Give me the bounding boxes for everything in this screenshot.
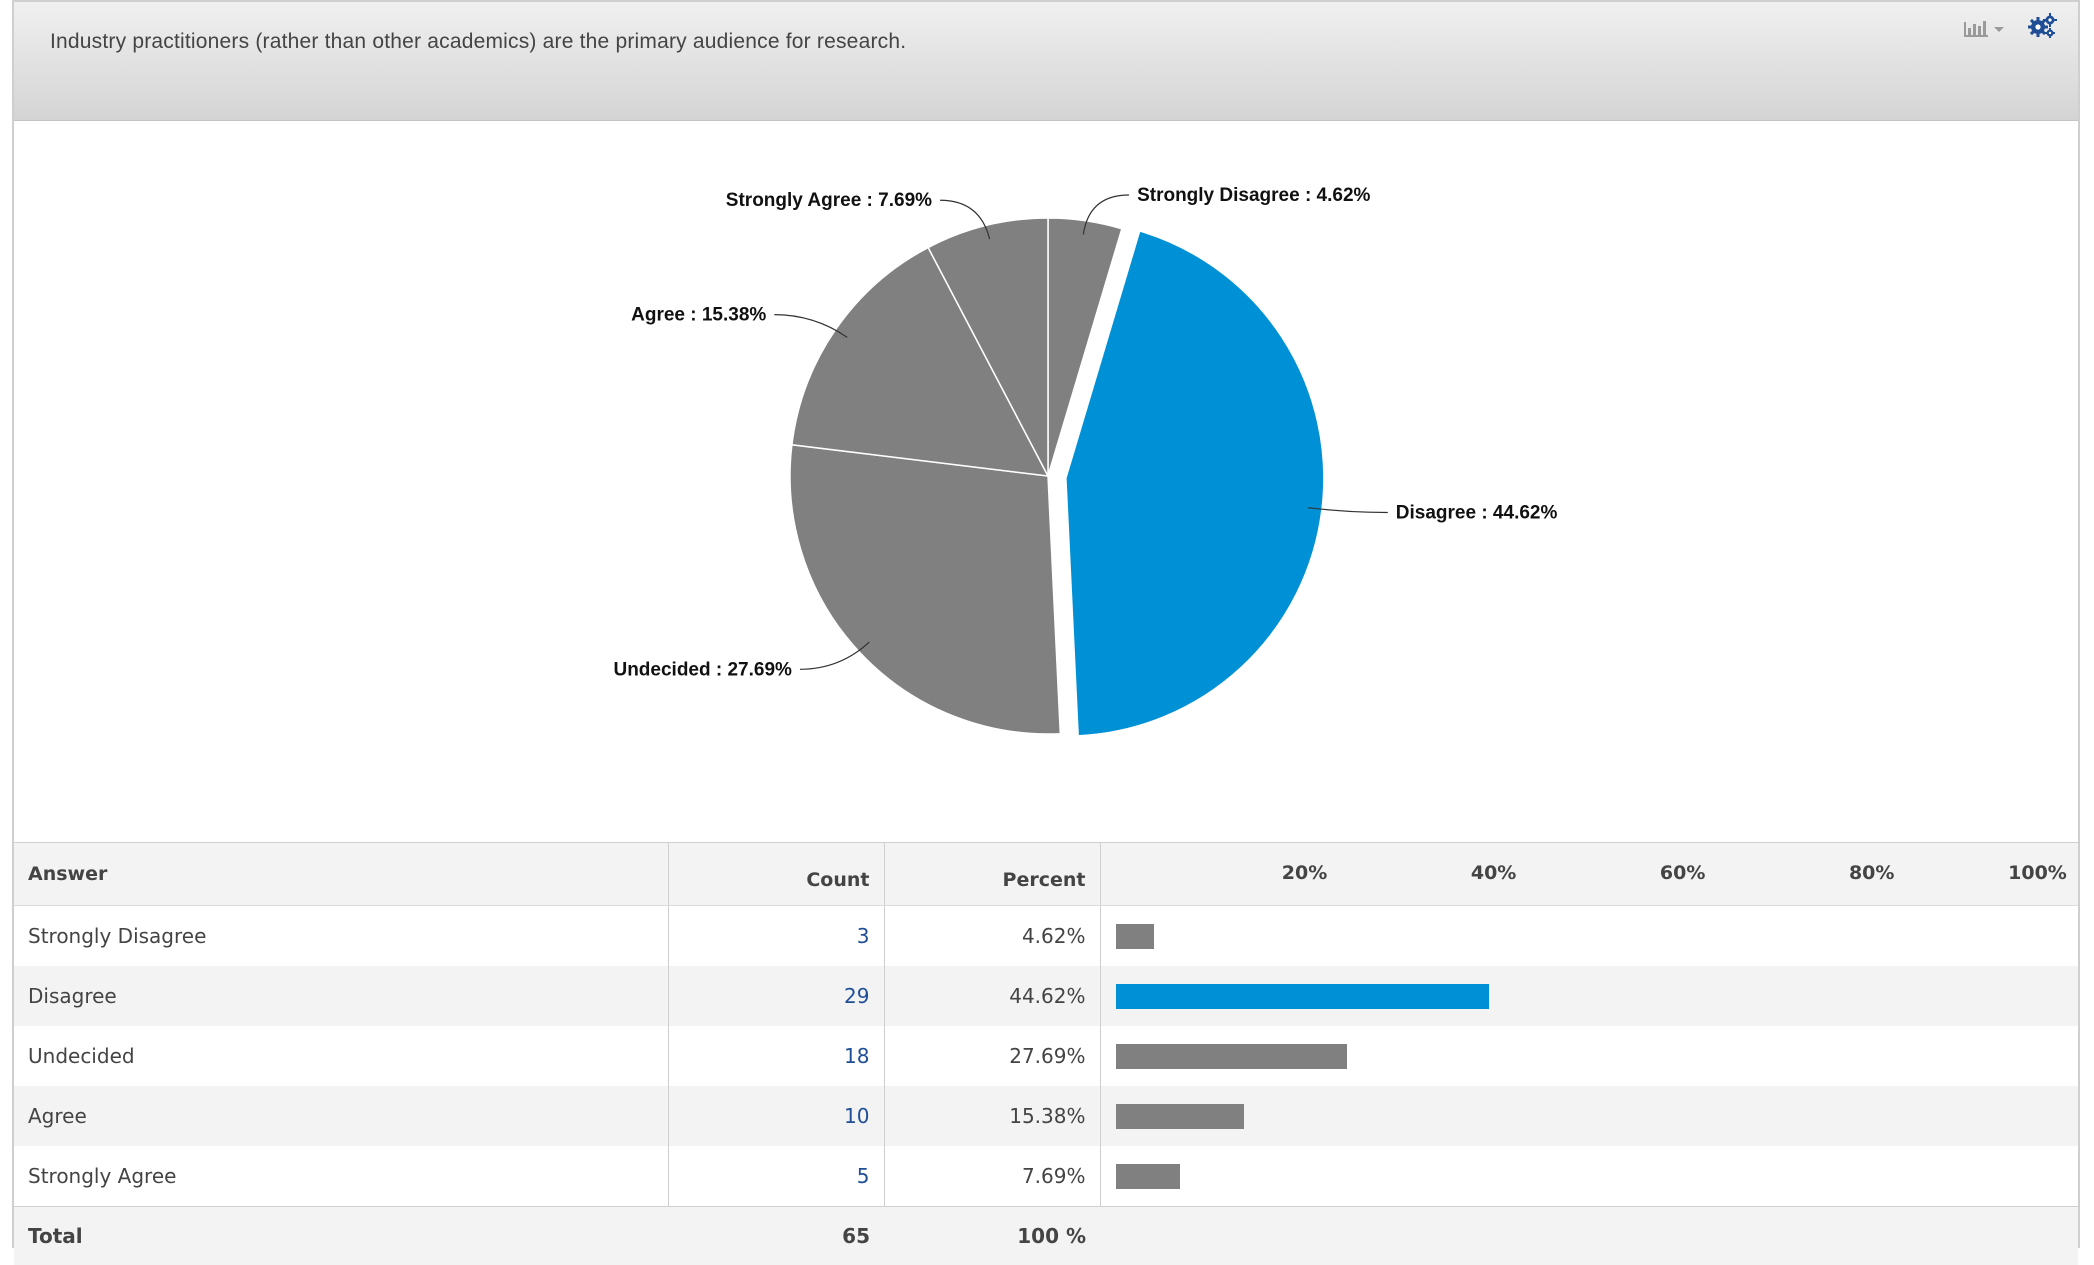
gears-icon — [2028, 13, 2057, 38]
scale-header: 20% 40% 60% 80% 100% — [1100, 842, 2078, 906]
count-link[interactable]: 3 — [668, 905, 885, 966]
percent-bar — [1115, 1044, 1347, 1069]
pie-label: Strongly Disagree : 4.62% — [1137, 185, 1370, 206]
settings-button[interactable] — [2028, 12, 2058, 40]
percent-cell: 7.69% — [884, 1146, 1101, 1207]
total-row: Total 65 100 % — [14, 1206, 2078, 1265]
table-row: Strongly Agree 5 7.69% — [14, 1146, 2078, 1207]
table-row: Disagree 29 44.62% — [14, 966, 2078, 1026]
percent-cell: 27.69% — [884, 1026, 1101, 1086]
scale-tick: 40% — [1470, 862, 1517, 884]
pie-label: Undecided : 27.69% — [613, 659, 792, 680]
pie-slice-agree[interactable] — [791, 246, 1050, 477]
scale-tick: 100% — [2008, 862, 2067, 884]
percent-bar — [1115, 1164, 1180, 1189]
total-label: Total — [14, 1206, 669, 1265]
percent-cell: 44.62% — [884, 966, 1101, 1026]
table-header-row: Answer Count Percent 20% 40% 60% 80% 100% — [14, 842, 2078, 906]
total-count: 65 — [668, 1206, 884, 1265]
count-header: Count — [668, 842, 885, 906]
total-percent: 100 % — [884, 1206, 1100, 1265]
results-table: Answer Count Percent 20% 40% 60% 80% 100% St… — [14, 842, 2078, 1265]
chevron-down-icon — [1994, 27, 2004, 32]
percent-bar — [1115, 924, 1155, 949]
answer-cell: Agree — [14, 1086, 669, 1146]
table-row: Strongly Disagree 3 4.62% — [14, 905, 2078, 966]
count-link[interactable]: 5 — [668, 1146, 885, 1207]
pie-slice-undecided[interactable] — [789, 443, 1062, 735]
total-bar-cell — [1100, 1206, 2078, 1265]
bar-cell — [1100, 966, 2078, 1026]
bar-chart-icon — [1964, 21, 2004, 37]
scale-tick: 60% — [1659, 862, 1706, 884]
table-row: Agree 10 15.38% — [14, 1086, 2078, 1146]
answer-header: Answer — [14, 842, 669, 906]
bar-cell — [1100, 1146, 2078, 1207]
pie-connector — [1308, 507, 1388, 514]
bar-cell — [1100, 1026, 2078, 1086]
pie-connector — [774, 314, 848, 338]
question-header: Industry practitioners (rather than othe… — [14, 2, 2078, 121]
question-panel: Industry practitioners (rather than othe… — [12, 0, 2080, 1265]
bar-cell — [1100, 1086, 2078, 1146]
pie-label: Disagree : 44.62% — [1396, 503, 1558, 524]
percent-header: Percent — [884, 842, 1101, 906]
percent-bar — [1115, 984, 1489, 1009]
scale-tick: 80% — [1848, 862, 1895, 884]
pie-slice-disagree[interactable] — [1065, 230, 1325, 737]
pie-slice-strongly-agree[interactable] — [927, 217, 1049, 477]
answer-cell: Disagree — [14, 966, 669, 1026]
chart-type-dropdown[interactable] — [1962, 16, 2010, 40]
answer-cell: Strongly Disagree — [14, 905, 669, 966]
pie-connector — [799, 641, 870, 670]
count-link[interactable]: 29 — [668, 966, 885, 1026]
pie-connector — [1082, 194, 1130, 235]
pie-chart: Strongly Disagree : 4.62% Disagree : 44.6… — [613, 185, 1558, 737]
chart-area: Strongly Disagree : 4.62% Disagree : 44.6… — [14, 120, 2078, 840]
percent-cell: 15.38% — [884, 1086, 1101, 1146]
count-link[interactable]: 10 — [668, 1086, 885, 1146]
scale-tick: 20% — [1281, 862, 1328, 884]
answer-cell: Strongly Agree — [14, 1146, 669, 1207]
answer-cell: Undecided — [14, 1026, 669, 1086]
pie-connector — [940, 199, 991, 240]
pie-label: Agree : 15.38% — [631, 305, 766, 326]
count-link[interactable]: 18 — [668, 1026, 885, 1086]
percent-cell: 4.62% — [884, 905, 1101, 966]
pie-label: Strongly Agree : 7.69% — [726, 190, 932, 211]
percent-bar — [1115, 1104, 1245, 1129]
question-text: Industry practitioners (rather than othe… — [50, 30, 907, 53]
table-row: Undecided 18 27.69% — [14, 1026, 2078, 1086]
bar-cell — [1100, 905, 2078, 966]
